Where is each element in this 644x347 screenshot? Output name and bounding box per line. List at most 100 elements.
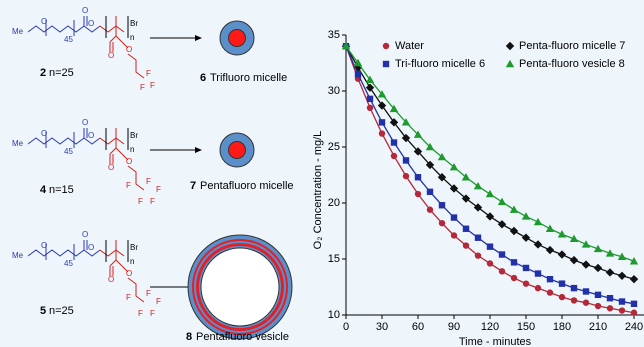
marker — [617, 252, 627, 260]
repeat-label: n — [130, 257, 134, 266]
y-tick-label: 15 — [328, 253, 340, 265]
marker — [377, 90, 387, 98]
marker — [534, 284, 542, 292]
marker — [366, 104, 374, 112]
atom-label: O — [41, 129, 47, 138]
atom-label: F — [138, 309, 143, 318]
x-tick-label: 120 — [481, 321, 499, 333]
atom-label: O — [82, 230, 88, 239]
marker — [414, 174, 422, 181]
marker — [510, 259, 518, 266]
marker — [533, 240, 543, 249]
legend-marker — [382, 42, 390, 50]
marker — [450, 232, 458, 239]
marker — [473, 203, 483, 212]
legend-marker — [505, 59, 515, 68]
marker — [569, 234, 579, 243]
compound-number: 5 — [40, 305, 46, 317]
atom-label: O — [88, 19, 94, 28]
marker — [510, 274, 518, 282]
marker — [522, 264, 530, 272]
atom-label: O — [82, 6, 88, 15]
marker — [462, 242, 470, 249]
product-number: 6 — [200, 72, 206, 84]
bracket — [45, 132, 75, 148]
compound-length: n=25 — [49, 305, 74, 317]
repeat-label: n — [130, 145, 134, 154]
atom-label: Me — [12, 139, 24, 148]
marker — [365, 75, 375, 83]
atom-label: F — [126, 293, 131, 302]
marker — [378, 130, 386, 137]
legend-label: Penta-fluoro vesicle 8 — [519, 58, 625, 70]
marker — [606, 305, 614, 312]
marker — [617, 271, 627, 280]
ester — [109, 153, 145, 191]
legend-label: Water — [395, 40, 424, 52]
marker — [545, 245, 555, 255]
marker — [485, 212, 495, 221]
micelle-core — [228, 141, 246, 159]
y-tick-label: 25 — [328, 141, 340, 153]
atom-label: Br — [130, 19, 138, 28]
marker — [546, 275, 554, 283]
atom-label: F — [140, 83, 145, 92]
marker — [545, 224, 555, 232]
series-line — [345, 45, 635, 314]
ester — [109, 41, 145, 79]
marker — [606, 295, 614, 302]
backbone — [99, 16, 125, 43]
y-tick-label: 35 — [328, 29, 340, 41]
marker — [438, 202, 446, 209]
marker — [630, 309, 638, 316]
marker — [341, 42, 351, 50]
bracket — [105, 128, 129, 150]
marker — [437, 152, 447, 161]
marker — [461, 194, 471, 203]
product-label: Trifluoro micelle — [210, 72, 287, 84]
x-tick-label: 30 — [376, 321, 388, 333]
marker — [462, 225, 470, 232]
atom-label: Me — [12, 251, 24, 260]
marker — [402, 157, 410, 164]
y-tick-label: 10 — [328, 309, 340, 321]
carbonyl — [83, 16, 101, 33]
atom-label: O — [41, 241, 47, 250]
marker — [618, 298, 626, 305]
peg-chain — [27, 249, 85, 257]
marker — [425, 142, 435, 151]
atom-label: F — [156, 185, 161, 194]
marker — [353, 58, 363, 67]
marker — [594, 302, 602, 310]
bracket — [45, 20, 75, 36]
marker — [413, 147, 423, 156]
vesicle-lumen — [200, 247, 280, 327]
ester — [109, 265, 145, 303]
repeat-label: 45 — [64, 35, 73, 44]
atom-label: O — [108, 51, 114, 60]
marker — [557, 230, 567, 238]
marker — [546, 289, 554, 296]
atom-label: O — [108, 275, 114, 284]
legend-marker — [382, 60, 390, 68]
marker — [521, 212, 531, 220]
peg-chain — [27, 25, 85, 33]
marker — [557, 250, 567, 259]
marker — [425, 160, 435, 170]
plot: 10 15 20 25 30 35 0 30 60 90 120 150 180 210 240 — [328, 29, 644, 333]
y-tick-label: 30 — [328, 85, 340, 97]
atom-label: F — [150, 309, 155, 318]
repeat-label: 45 — [64, 147, 73, 156]
marker — [581, 260, 591, 269]
atom-label: F — [156, 297, 161, 306]
backbone — [99, 128, 125, 155]
marker — [582, 288, 590, 295]
marker — [605, 268, 615, 277]
carbonyl — [83, 240, 101, 257]
marker — [509, 226, 519, 236]
atom-label: Me — [12, 27, 24, 36]
marker — [378, 119, 386, 126]
